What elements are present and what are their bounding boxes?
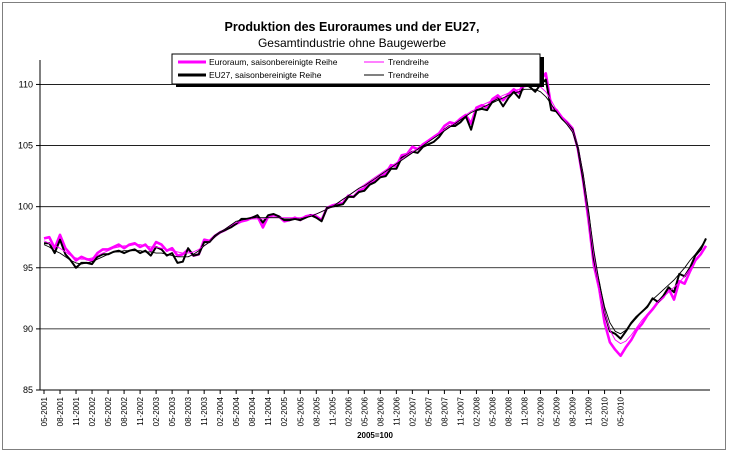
x-tick-label: 08-2002 <box>120 396 129 426</box>
x-axis-label: 2005=100 <box>357 431 393 440</box>
x-tick-label: 05-2002 <box>104 396 113 426</box>
x-tick-label: 02-2006 <box>344 396 353 426</box>
x-tick-label: 05-2005 <box>296 396 305 426</box>
x-tick-label: 11-2009 <box>585 396 594 425</box>
x-tick-label: 11-2001 <box>72 396 81 425</box>
x-tick-label: 05-2001 <box>40 396 49 426</box>
x-tick-label: 08-2009 <box>569 396 578 426</box>
x-tick-label: 11-2002 <box>136 396 145 425</box>
y-tick-label-90: 90 <box>23 324 33 334</box>
x-tick-label: 05-2004 <box>232 396 241 426</box>
chart-subtitle: Gesamtindustrie ohne Baugewerbe <box>258 36 446 50</box>
x-tick-label: 02-2010 <box>601 396 610 426</box>
x-tick-label: 11-2007 <box>456 396 465 425</box>
x-tick-label: 08-2004 <box>248 396 257 426</box>
legend: Euroraum, saisonbereinigte Reihe Trendre… <box>171 53 544 87</box>
y-tick-label-105: 105 <box>18 141 33 151</box>
x-tick-label: 11-2003 <box>200 396 209 425</box>
x-tick-label: 02-2004 <box>216 396 225 426</box>
y-axis-ticks: 85 90 95 100 105 110 <box>18 79 40 395</box>
legend-box <box>171 53 541 85</box>
x-tick-label: 05-2007 <box>424 396 433 426</box>
legend-label-euro-trend: Trendreihe <box>388 57 429 67</box>
x-tick-label: 08-2006 <box>376 396 385 426</box>
y-tick-label-100: 100 <box>18 202 33 212</box>
x-tick-label: 05-2009 <box>553 396 562 426</box>
x-tick-label: 02-2003 <box>152 396 161 426</box>
x-tick-label: 02-2002 <box>88 396 97 426</box>
x-tick-label: 05-2008 <box>488 396 497 426</box>
x-tick-label: 05-2006 <box>360 396 369 426</box>
y-tick-label-110: 110 <box>19 79 33 89</box>
line-euro-trend <box>43 85 707 345</box>
x-tick-label: 08-2008 <box>504 396 513 426</box>
x-tick-label: 11-2006 <box>392 396 401 425</box>
x-tick-label: 02-2007 <box>408 396 417 426</box>
x-axis-ticks: 05-2001 08-2001 11-2001 02-2002 05-2002 08-20… <box>40 390 626 426</box>
x-tick-label: 02-2009 <box>537 396 546 426</box>
legend-label-eu27-seasonal: EU27, saisonbereinigte Reihe <box>209 70 322 80</box>
y-tick-label-95: 95 <box>23 263 33 273</box>
x-tick-label: 02-2005 <box>280 396 289 426</box>
chart-title: Produktion des Euroraumes und der EU27, <box>225 20 480 34</box>
line-eu27-seasonal <box>44 78 707 340</box>
line-eu27-trend <box>43 88 707 335</box>
y-gridlines <box>40 84 710 330</box>
y-tick-label-85: 85 <box>23 385 33 395</box>
chart-frame <box>2 2 726 450</box>
x-tick-label: 11-2004 <box>264 396 273 425</box>
x-tick-label: 11-2005 <box>328 396 337 425</box>
x-tick-label: 08-2003 <box>184 396 193 426</box>
x-tick-label: 11-2008 <box>520 396 529 425</box>
legend-label-euro-seasonal: Euroraum, saisonbereinigte Reihe <box>209 57 338 67</box>
series-group <box>43 72 708 358</box>
x-tick-label: 02-2008 <box>472 396 481 426</box>
x-tick-label: 08-2001 <box>56 396 65 426</box>
x-tick-label: 08-2007 <box>440 396 449 426</box>
x-tick-label: 08-2005 <box>312 396 321 426</box>
legend-label-eu27-trend: Trendreihe <box>388 70 429 80</box>
x-tick-label: 05-2003 <box>168 396 177 426</box>
x-tick-label: 05-2010 <box>617 396 626 426</box>
